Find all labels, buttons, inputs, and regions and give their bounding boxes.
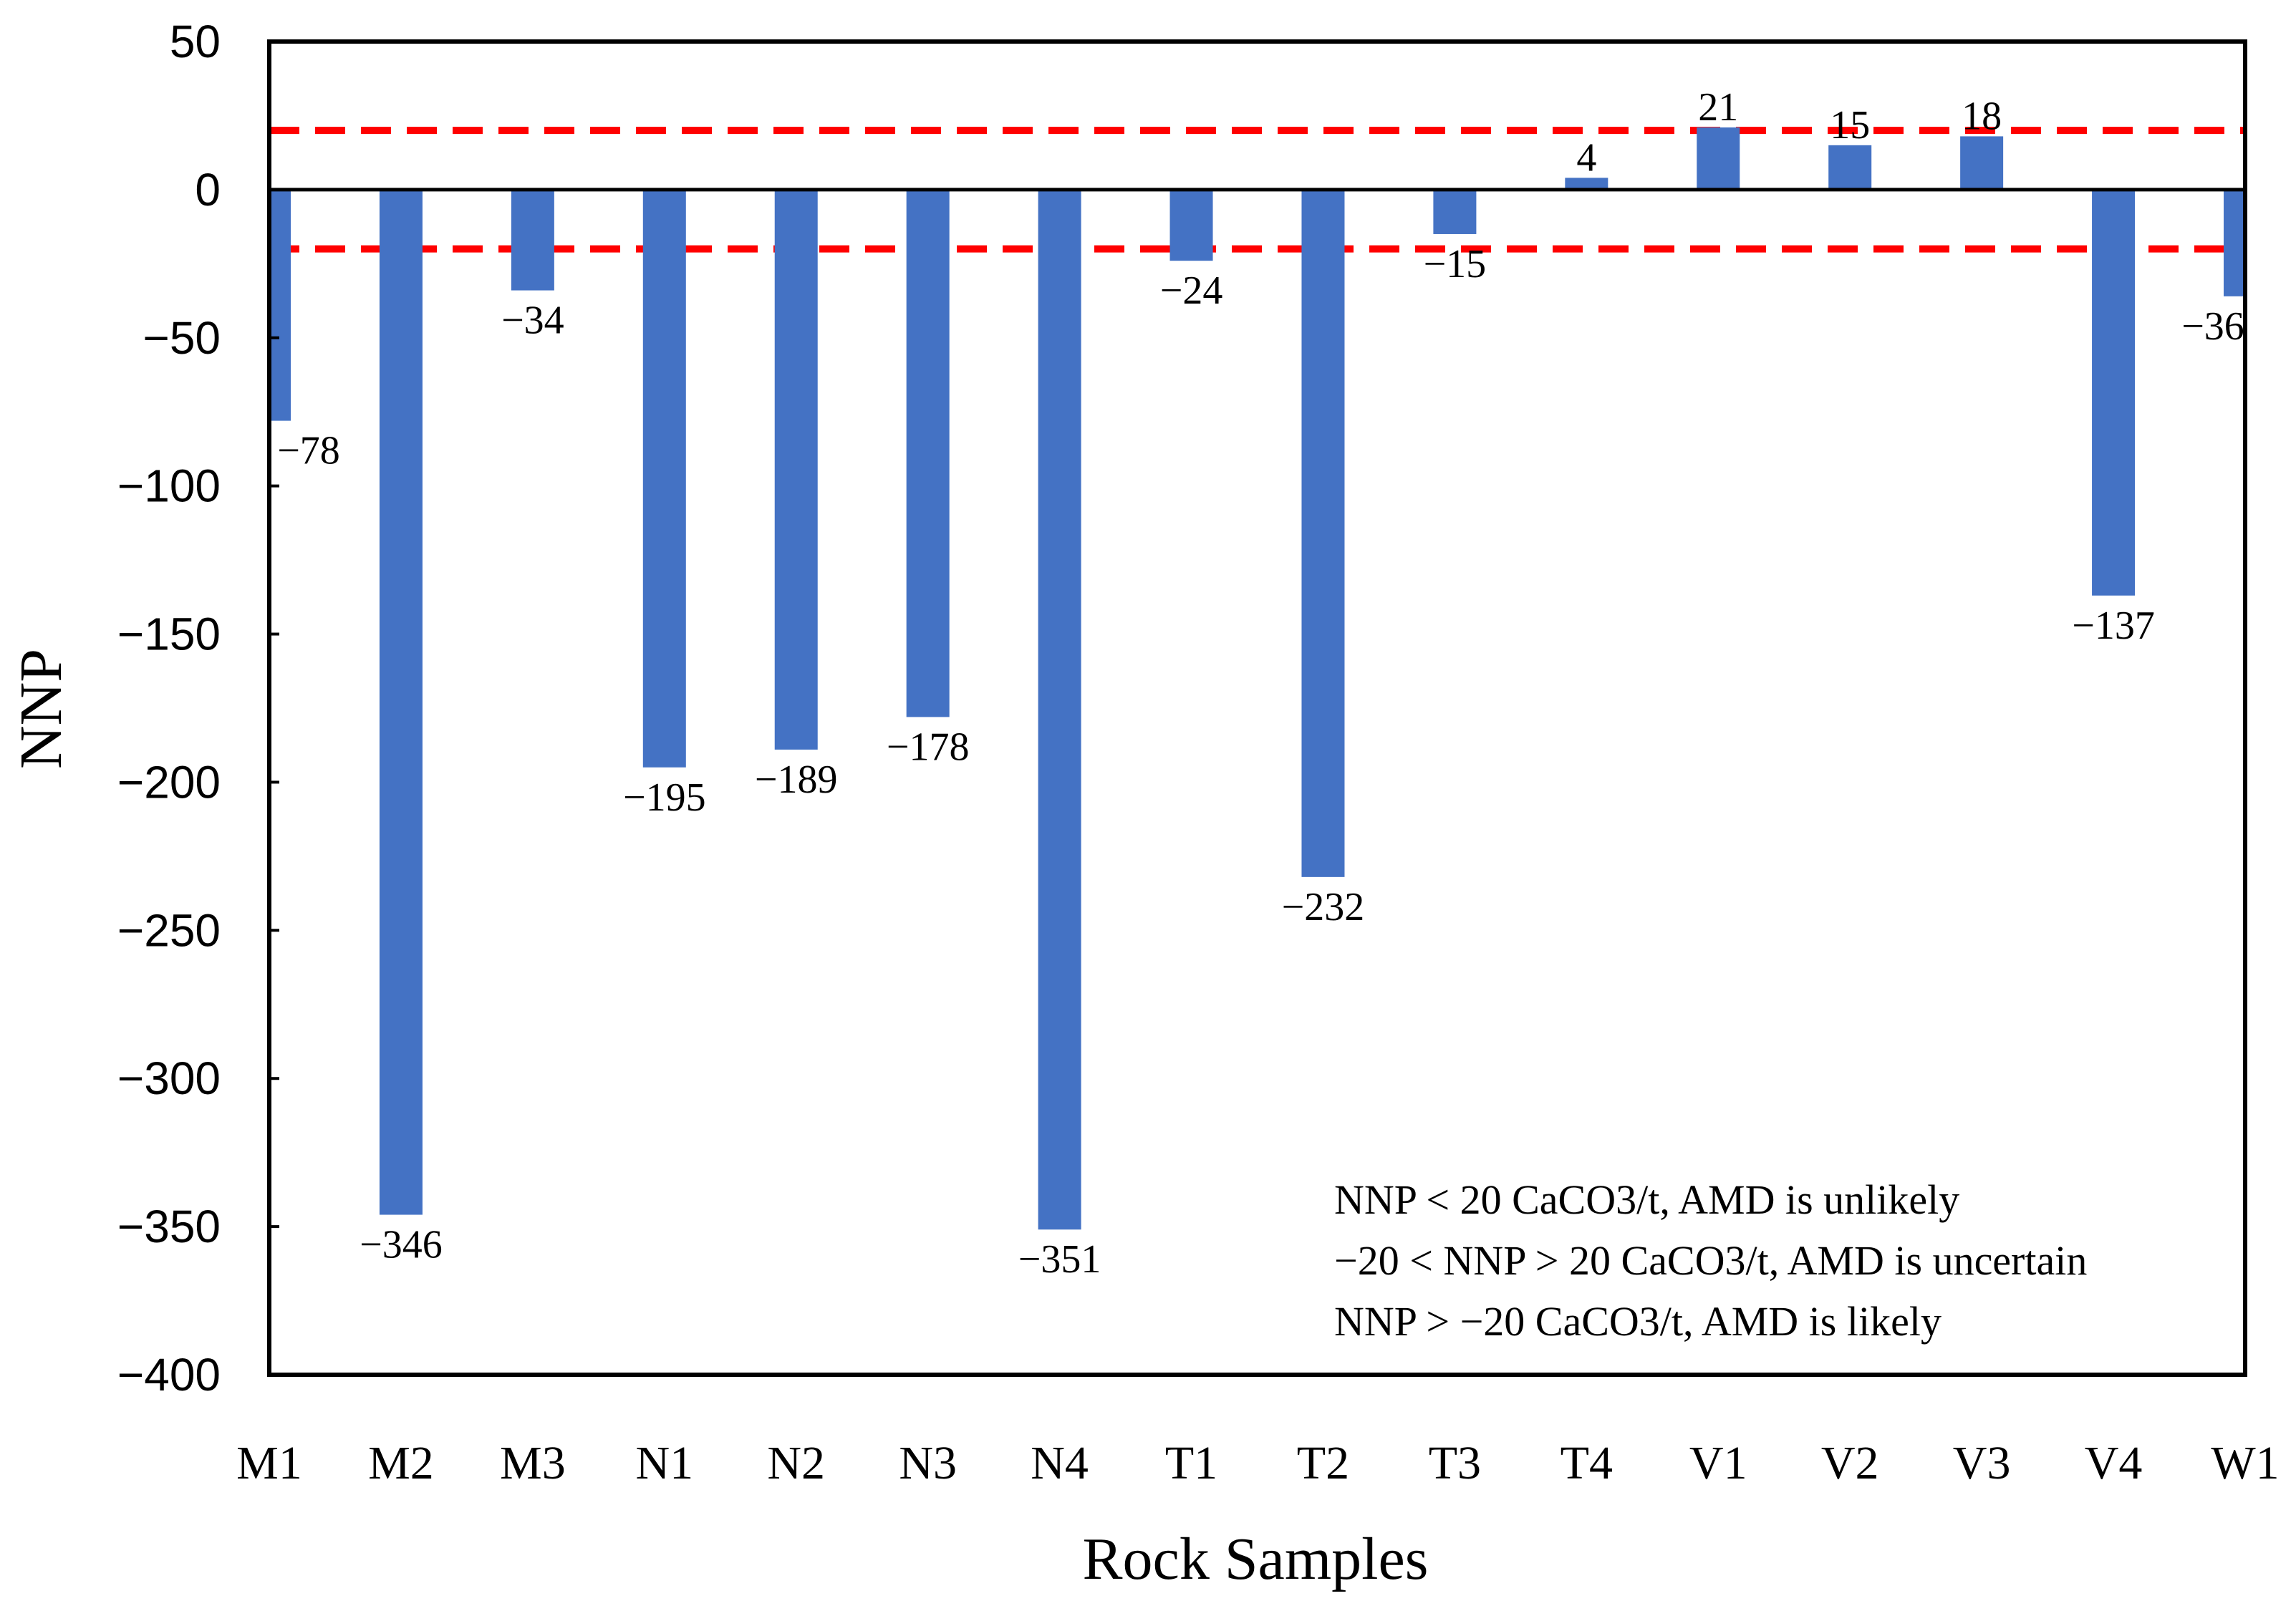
data-label: −15 <box>1424 242 1487 286</box>
x-tick-label: N4 <box>1031 1437 1089 1489</box>
bar-n1 <box>642 189 686 768</box>
data-label: −137 <box>2072 604 2155 648</box>
bar-t1 <box>1169 189 1213 261</box>
bar-n4 <box>1038 189 1081 1230</box>
x-tick-label: V3 <box>1953 1437 2011 1489</box>
y-tick-label: −350 <box>117 1201 221 1252</box>
x-tick-label: N3 <box>899 1437 957 1489</box>
data-label: 21 <box>1698 85 1738 130</box>
data-label: 15 <box>1830 103 1870 147</box>
data-label: −34 <box>501 299 564 343</box>
bar-n2 <box>774 189 818 750</box>
bar-v4 <box>2092 189 2136 596</box>
bar-w1 <box>2224 189 2245 296</box>
data-label: 18 <box>1962 94 2002 138</box>
bar-n3 <box>906 189 950 717</box>
data-label: −24 <box>1160 268 1223 313</box>
x-tick-label: V2 <box>1821 1437 1879 1489</box>
data-label: −189 <box>755 758 838 802</box>
data-label: −36 <box>2181 304 2244 349</box>
data-label: −232 <box>1282 885 1365 929</box>
x-tick-label: T4 <box>1561 1437 1613 1489</box>
x-tick-label: T1 <box>1165 1437 1217 1489</box>
bar-t2 <box>1301 189 1345 877</box>
bar-v3 <box>1960 136 2004 190</box>
annotation-line-2: −20 < NNP > 20 CaCO3/t, AMD is uncertain <box>1334 1237 2087 1284</box>
bars <box>269 127 2245 1230</box>
plot-frame <box>267 39 2247 1377</box>
x-axis-title: Rock Samples <box>1083 1526 1429 1592</box>
y-tick-label: −50 <box>143 312 221 364</box>
x-tick-label: N2 <box>767 1437 825 1489</box>
x-tick-label: W1 <box>2211 1437 2279 1489</box>
y-tick-label: −250 <box>117 904 221 956</box>
data-label: −351 <box>1018 1237 1101 1282</box>
annotation-line-1: NNP < 20 CaCO3/t, AMD is unlikely <box>1334 1176 1959 1223</box>
x-tick-label: M1 <box>236 1437 302 1489</box>
x-tick-label: V1 <box>1689 1437 1747 1489</box>
x-tick-label: T2 <box>1297 1437 1349 1489</box>
x-tick-label: N1 <box>635 1437 693 1489</box>
bar-t4 <box>1565 178 1608 190</box>
annotation-line-3: NNP > −20 CaCO3/t, AMD is likely <box>1334 1298 1942 1345</box>
data-label: −178 <box>887 725 970 769</box>
bar-m1 <box>269 189 291 421</box>
y-tick-label: −200 <box>117 756 221 808</box>
threshold-lines <box>269 127 2245 253</box>
bar-m2 <box>379 189 423 1215</box>
y-axis-title: NNP <box>8 649 74 769</box>
y-tick-label: −300 <box>117 1053 221 1104</box>
data-label: −78 <box>277 429 340 473</box>
bar-t3 <box>1433 189 1477 234</box>
bar-v1 <box>1697 127 1740 190</box>
bar-v2 <box>1828 145 1872 190</box>
y-tick-label: −400 <box>117 1349 221 1400</box>
data-label: −346 <box>360 1223 443 1267</box>
y-tick-label: −100 <box>117 460 221 512</box>
y-tick-label: −150 <box>117 609 221 660</box>
y-tick-label: 50 <box>170 16 221 67</box>
data-label: −195 <box>623 775 706 820</box>
data-label: 4 <box>1576 135 1596 180</box>
bar-m3 <box>511 189 554 291</box>
x-axis-ticks: M1 M2 M3 N1 N2 N3 N4 T1 T2 T3 T4 V1 V2 V3 V4 W1 <box>236 1437 2279 1489</box>
x-tick-label: V4 <box>2085 1437 2143 1489</box>
x-tick-label: T3 <box>1429 1437 1481 1489</box>
y-tick-label: 0 <box>195 164 221 216</box>
x-tick-label: M2 <box>368 1437 434 1489</box>
data-labels: −78 −346 −34 −195 −189 −178 −351 −24 −232 −15 4 21 1… <box>277 85 2244 1282</box>
x-tick-label: M3 <box>500 1437 566 1489</box>
y-axis-ticks: 50 0 −50 −100 −150 −200 −250 −300 −350 −400 <box>117 16 279 1400</box>
